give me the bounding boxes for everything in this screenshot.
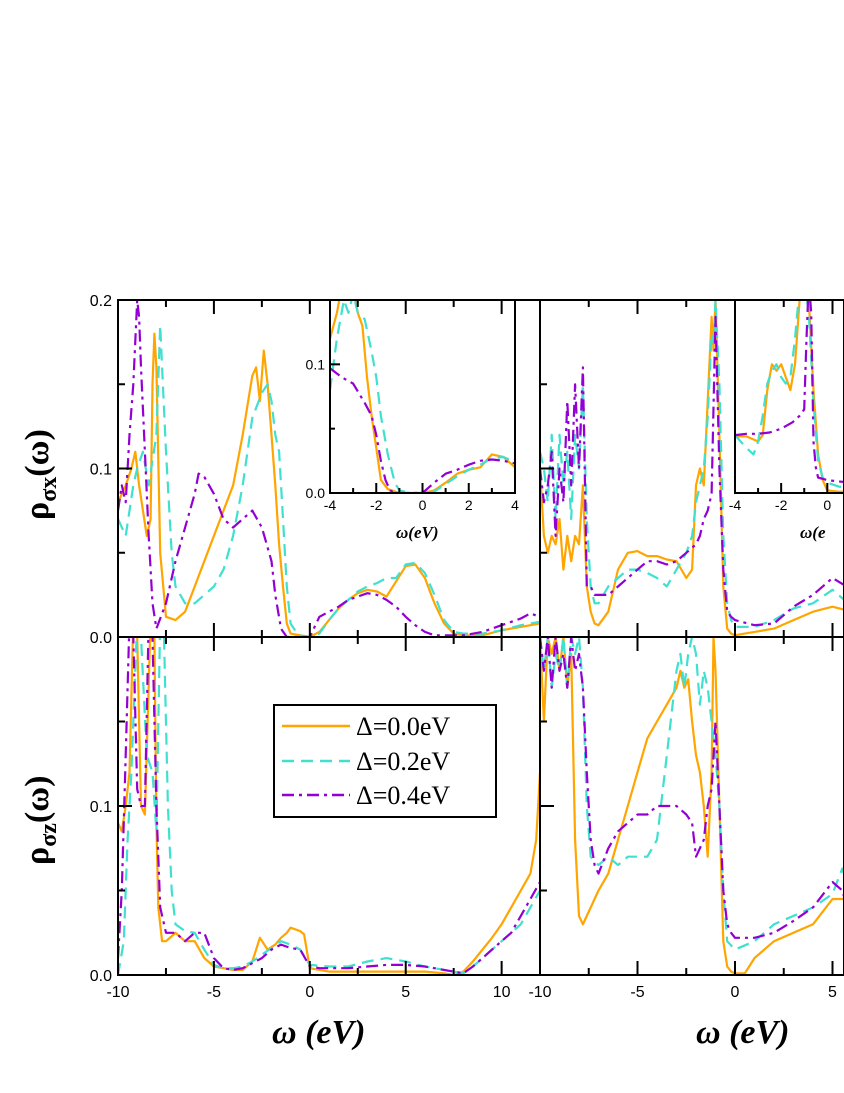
- x-tick-label: 5: [828, 984, 837, 1001]
- inset-right-x-tick-label: 0: [823, 497, 831, 513]
- legend-label-d02: Δ=0.2eV: [356, 747, 450, 776]
- series-line-bottom-left-0: [118, 637, 540, 975]
- bottom-ylabel: ρσz(ω): [19, 776, 62, 865]
- x-tick-label: 5: [401, 984, 410, 1001]
- y-tick-label: 0.1: [90, 462, 112, 479]
- series-line-bottom-right-2: [540, 637, 844, 939]
- y-tick-label: 0.2: [90, 293, 112, 310]
- inset-x-tick-label: 0: [419, 497, 427, 513]
- bottom-ylabel-sub: σz: [36, 823, 62, 847]
- inset-x-tick-label: -2: [370, 497, 383, 513]
- frame-bottom-right: [539, 636, 844, 976]
- inset-x-axis-label-left: ω(eV): [396, 523, 439, 542]
- inset-right-x-tick-label: -2: [775, 497, 788, 513]
- bottom-ylabel-tail: (ω): [19, 776, 56, 824]
- inset-x-tick-label: 4: [511, 497, 519, 513]
- inset-y-tick-label: 0.1: [306, 356, 326, 372]
- top-ylabel-tail: (ω): [19, 429, 56, 477]
- x-tick-label: -5: [630, 984, 644, 1001]
- series-line-bottom-right-0: [540, 637, 844, 975]
- top-ylabel: ρσx(ω): [19, 429, 62, 520]
- series-line-bottom-left-1: [118, 637, 540, 975]
- x-tick-label: -5: [207, 984, 221, 1001]
- x-axis-label-left: ω (eV): [272, 1014, 366, 1051]
- panel-top-left-inset: [330, 300, 515, 493]
- panel-top-right: [540, 300, 844, 637]
- y-tick-label: 0.0: [90, 968, 112, 985]
- x-tick-label: 0: [731, 984, 740, 1001]
- inset-x-tick-label: 2: [465, 497, 473, 513]
- legend-label-d04: Δ=0.4eV: [356, 781, 450, 810]
- x-tick-label: 0: [305, 984, 314, 1001]
- series-line-top-right-2: [540, 315, 844, 627]
- top-ylabel-rho: ρ: [19, 502, 56, 520]
- series-line-top-left-1: [118, 324, 540, 637]
- top-ylabel-sub: σx: [36, 477, 62, 502]
- legend-label-d00: Δ=0.0eV: [356, 712, 450, 741]
- series-line-top-left-inset-2: [330, 367, 515, 493]
- x-tick-label: -10: [106, 984, 129, 1001]
- panel-top-right-inset: [735, 300, 844, 493]
- series-line-top-right-inset-2: [735, 300, 844, 484]
- series-line-bottom-left-2: [118, 637, 540, 975]
- bottom-ylabel-rho: ρ: [19, 847, 56, 865]
- series-line-top-left-0: [118, 332, 540, 637]
- inset-x-axis-label-right: ω(e: [800, 523, 826, 542]
- x-tick-label: -10: [528, 984, 551, 1001]
- panel-bottom-right: [540, 637, 844, 975]
- series-line-top-right-inset-0: [735, 300, 844, 493]
- x-axis-label-right: ω (eV): [696, 1014, 790, 1051]
- panel-bottom-left: [118, 637, 540, 975]
- inset-y-tick-label: 0.0: [306, 485, 326, 501]
- inset-background: [330, 300, 515, 493]
- series-line-bottom-right-1: [540, 637, 844, 951]
- series-line-top-right-0: [540, 300, 844, 637]
- series-line-top-right-1: [540, 300, 844, 629]
- inset-background: [735, 300, 844, 493]
- inset-x-tick-label: -4: [324, 497, 337, 513]
- series-line-top-left-2: [118, 300, 540, 637]
- inset-right-x-tick-label: -4: [729, 497, 742, 513]
- x-tick-label: 10: [493, 984, 511, 1001]
- y-tick-label: 0.1: [90, 799, 112, 816]
- panel-top-left: [118, 300, 540, 637]
- y-tick-label: 0.0: [90, 630, 112, 647]
- legend: Δ=0.0eV Δ=0.2eV Δ=0.4eV: [273, 704, 497, 818]
